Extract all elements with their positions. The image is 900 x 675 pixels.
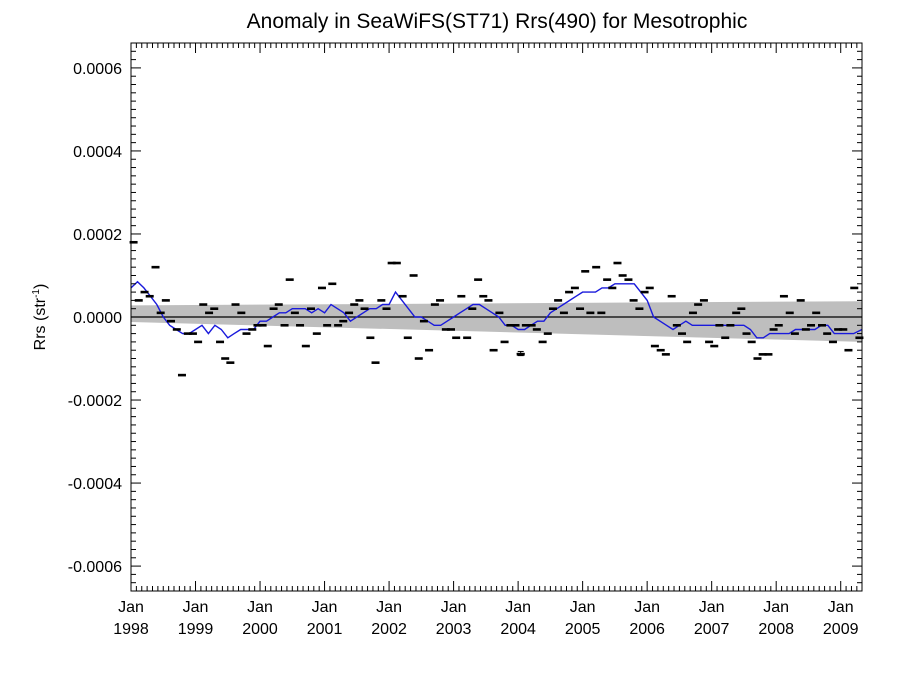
x-tick-label-month: Jan <box>247 599 273 616</box>
x-tick-label-month: Jan <box>699 599 725 616</box>
x-tick-label-year: 2002 <box>371 621 407 638</box>
x-tick-label-month: Jan <box>441 599 467 616</box>
x-tick-label-year: 2006 <box>629 621 665 638</box>
x-tick-label-year: 2005 <box>565 621 601 638</box>
x-tick-label-year: 2008 <box>758 621 794 638</box>
x-tick-label-year: 1999 <box>178 621 214 638</box>
x-tick-label-year: 2004 <box>500 621 536 638</box>
y-tick-labels: 0.0006 0.0004 0.0002 0.0000 -0.0002 -0.0004 -0… <box>68 61 122 576</box>
x-tick-label-month: Jan <box>505 599 531 616</box>
x-tick-label-year: 2000 <box>242 621 278 638</box>
x-tick-label-month: Jan <box>828 599 854 616</box>
y-tick-label: -0.0006 <box>68 559 122 576</box>
y-tick-label: 0.0004 <box>73 144 122 161</box>
trend-band <box>131 301 862 342</box>
y-axis-label-sup: -1 <box>31 289 42 298</box>
y-tick-label: 0.0002 <box>73 227 122 244</box>
x-tick-label-month: Jan <box>763 599 789 616</box>
error-bar-layer <box>516 350 525 357</box>
y-tick-label: -0.0002 <box>68 393 122 410</box>
y-axis-label: Rrs (str-1) <box>31 284 49 351</box>
x-tick-label-year: 1998 <box>113 621 149 638</box>
axis-ticks <box>130 43 862 592</box>
x-tick-label-year: 2001 <box>307 621 343 638</box>
trend-band-layer <box>131 301 862 342</box>
x-tick-label-month: Jan <box>312 599 338 616</box>
y-tick-label: -0.0004 <box>68 476 122 493</box>
x-tick-label-year: 2009 <box>823 621 859 638</box>
x-tick-labels: Jan 1998 Jan 1999 Jan 2000 Jan 2001 Jan 2002 Jan 20… <box>113 599 858 638</box>
x-tick-label-month: Jan <box>634 599 660 616</box>
y-tick-label: 0.0000 <box>73 310 122 327</box>
y-axis-label-main: Rrs (str <box>32 297 49 350</box>
x-tick-label-month: Jan <box>376 599 402 616</box>
y-tick-label: 0.0006 <box>73 61 122 78</box>
chart-title: Anomaly in SeaWiFS(ST71) Rrs(490) for Me… <box>247 10 748 33</box>
x-tick-label-year: 2003 <box>436 621 472 638</box>
plot-area <box>129 42 864 592</box>
x-tick-label-month: Jan <box>570 599 596 616</box>
x-tick-label-month: Jan <box>183 599 209 616</box>
x-tick-label-month: Jan <box>118 599 144 616</box>
x-tick-label-year: 2007 <box>694 621 730 638</box>
y-axis-label-close: ) <box>32 284 49 289</box>
